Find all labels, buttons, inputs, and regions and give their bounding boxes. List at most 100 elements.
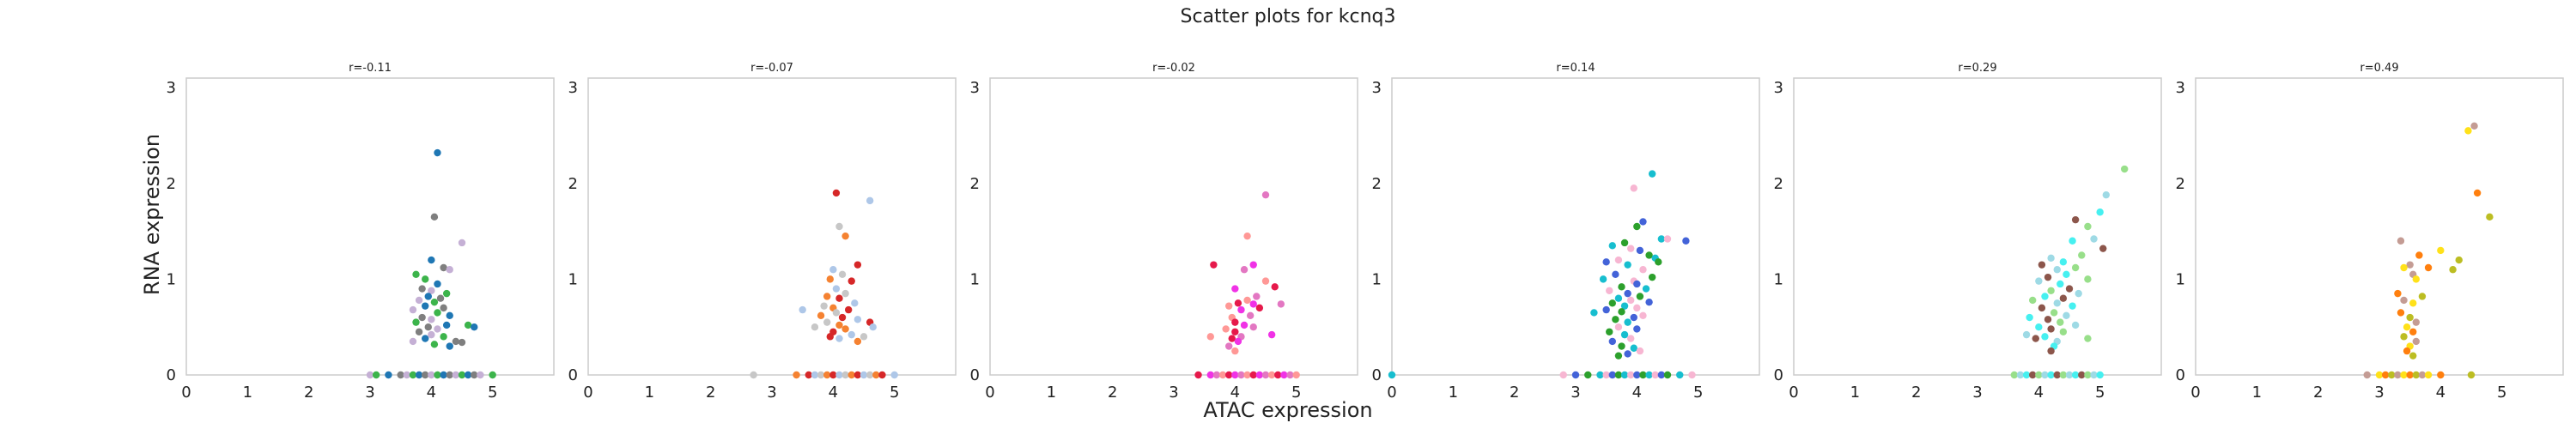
data-point <box>2394 371 2402 379</box>
data-point <box>366 371 374 379</box>
data-point <box>2059 258 2068 266</box>
data-point <box>471 323 478 331</box>
data-point <box>1234 299 1242 307</box>
data-point <box>428 256 435 264</box>
data-point <box>829 266 837 274</box>
data-point <box>1612 270 1619 279</box>
data-point <box>1559 371 1567 379</box>
figure-title: Scatter plots for kcnq3 <box>1181 6 1396 27</box>
data-point <box>1645 251 1653 259</box>
data-point <box>1249 261 1257 269</box>
data-point <box>2409 352 2417 360</box>
data-point <box>2059 328 2068 335</box>
data-point <box>838 270 847 279</box>
data-point <box>2053 299 2061 307</box>
x-tick-label: 2 <box>304 384 313 402</box>
y-axis-label: RNA expression <box>140 134 164 295</box>
panel-title: r=-0.02 <box>1152 62 1195 75</box>
data-point <box>826 333 834 341</box>
data-point <box>412 318 420 326</box>
data-point <box>1231 371 1239 379</box>
data-point <box>2053 371 2061 379</box>
data-point <box>1657 371 1666 379</box>
data-point <box>2057 280 2064 288</box>
y-tick-label: 2 <box>2176 175 2185 193</box>
data-point <box>1627 335 1635 342</box>
data-point <box>2415 251 2423 259</box>
data-point <box>1618 308 1625 316</box>
data-point <box>2467 371 2476 379</box>
data-point <box>446 311 453 319</box>
data-point <box>422 275 429 283</box>
data-point <box>2412 337 2420 346</box>
x-tick-label: 1 <box>2252 384 2262 402</box>
data-point <box>1663 235 1672 243</box>
data-point <box>1618 283 1625 291</box>
data-point <box>2078 251 2086 259</box>
data-point <box>2403 347 2411 355</box>
data-point <box>2400 333 2408 341</box>
data-point <box>1602 258 1610 266</box>
x-tick-label: 2 <box>706 384 715 402</box>
data-point <box>1602 305 1610 314</box>
x-tick-label: 5 <box>2497 384 2506 402</box>
panel-frame <box>1793 77 2162 376</box>
data-point <box>1630 313 1637 322</box>
data-point <box>793 371 800 379</box>
data-point <box>1210 261 1218 269</box>
data-point <box>412 270 420 279</box>
panel-title: r=0.14 <box>1556 62 1595 75</box>
data-point <box>372 371 380 379</box>
data-point <box>1584 371 1592 379</box>
data-point <box>835 222 843 231</box>
x-tick-label: 3 <box>1972 384 1982 402</box>
panel-frame <box>1391 77 1760 376</box>
data-point <box>820 302 828 310</box>
data-point <box>1249 300 1257 308</box>
x-tick-label: 4 <box>1230 384 1240 402</box>
data-point <box>2394 289 2402 298</box>
data-point <box>1237 371 1245 379</box>
data-point <box>1243 296 1251 305</box>
y-tick-label: 3 <box>1774 79 1783 97</box>
data-point <box>750 371 757 379</box>
data-point <box>428 316 435 323</box>
data-point <box>2455 256 2463 264</box>
data-point <box>422 371 429 379</box>
data-point <box>440 371 447 379</box>
data-point <box>2071 371 2080 379</box>
x-tick-label: 1 <box>1850 384 1860 402</box>
data-point <box>1639 311 1647 319</box>
x-tick-label: 1 <box>243 384 252 402</box>
data-point <box>1225 302 1233 310</box>
data-point <box>841 289 849 298</box>
data-point <box>403 371 410 379</box>
x-tick-label: 0 <box>181 384 191 402</box>
data-point <box>2412 275 2420 283</box>
data-point <box>1292 371 1300 379</box>
data-point <box>854 371 862 379</box>
y-tick-label: 0 <box>2176 366 2185 384</box>
data-point <box>1624 350 1631 358</box>
data-point <box>1222 325 1230 333</box>
data-point <box>2397 237 2405 245</box>
panel-frame <box>185 77 555 376</box>
data-point <box>422 335 429 342</box>
data-point <box>446 371 453 379</box>
y-tick-label: 1 <box>970 270 980 288</box>
data-point <box>1633 325 1641 333</box>
data-point <box>826 275 834 283</box>
data-point <box>817 311 825 319</box>
data-point <box>890 371 898 379</box>
data-point <box>841 371 849 379</box>
data-point <box>1682 237 1690 245</box>
x-tick-label: 2 <box>1911 384 1921 402</box>
x-tick-label: 5 <box>1291 384 1301 402</box>
data-point <box>832 309 841 317</box>
data-point <box>1645 298 1653 306</box>
y-tick-label: 0 <box>167 366 176 384</box>
data-point <box>1633 371 1641 379</box>
data-point <box>2047 325 2055 333</box>
